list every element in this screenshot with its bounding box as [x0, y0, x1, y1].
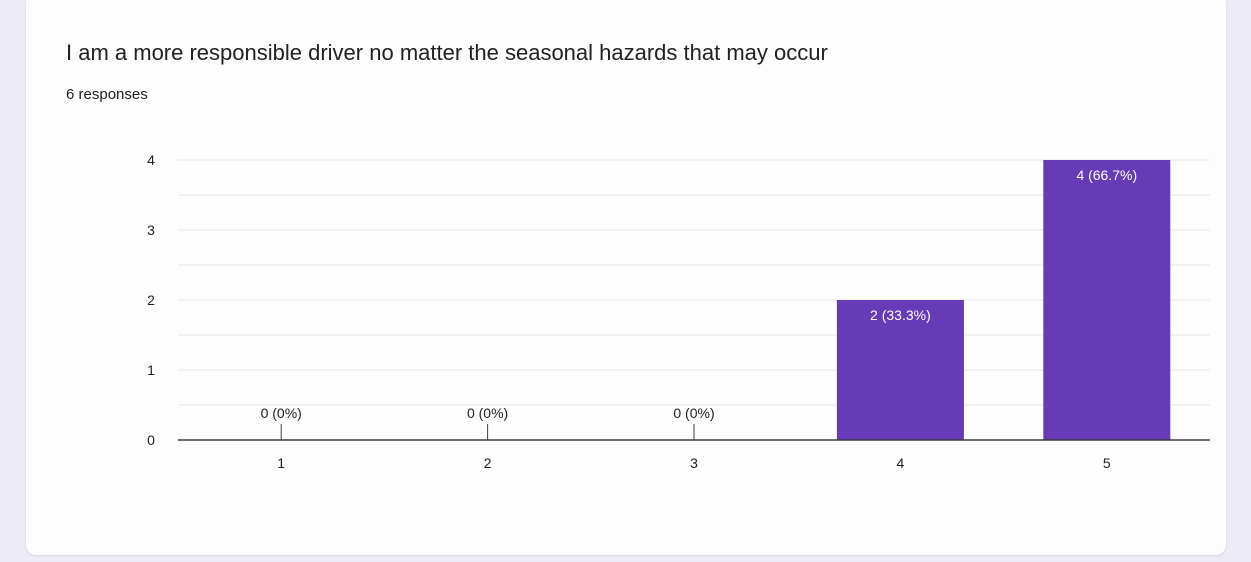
- bar-data-label: 0 (0%): [261, 405, 302, 421]
- response-count: 6 responses: [66, 86, 148, 103]
- bar-data-label: 0 (0%): [673, 405, 714, 421]
- x-tick-label: 2: [484, 455, 492, 471]
- x-tick-label: 5: [1103, 455, 1111, 471]
- y-tick-label: 0: [147, 432, 155, 448]
- bar: [836, 300, 964, 440]
- bar: [1043, 160, 1171, 440]
- y-tick-label: 4: [147, 152, 155, 168]
- y-tick-label: 3: [147, 222, 155, 238]
- y-tick-label: 1: [147, 362, 155, 378]
- bar-chart: 0 1 2 3 4 0 (0%) 1 0 (0%) 2 0 (0%) 3 2 (33.3%) 4 4 (6…: [147, 152, 1210, 471]
- y-tick-label: 2: [147, 292, 155, 308]
- x-tick-label: 3: [690, 455, 698, 471]
- bar-data-label: 0 (0%): [467, 405, 508, 421]
- chart-card: I am a more responsible driver no matter…: [26, 0, 1226, 555]
- bar-data-label: 4 (66.7%): [1076, 167, 1137, 183]
- x-tick-label: 4: [897, 455, 905, 471]
- question-title: I am a more responsible driver no matter…: [66, 40, 828, 65]
- x-tick-label: 1: [277, 455, 285, 471]
- bar-data-label: 2 (33.3%): [870, 307, 931, 323]
